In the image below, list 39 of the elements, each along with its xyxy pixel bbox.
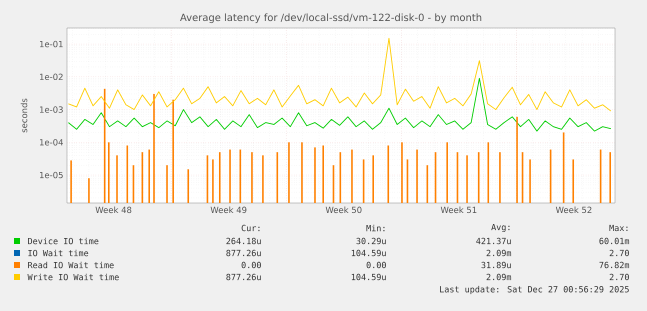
line-series (68, 38, 612, 112)
text: Last update: Sat Dec 27 00:56:29 2025 (440, 286, 629, 294)
text: 31.89u (481, 262, 511, 268)
y-tick-label: 1e-05 (40, 172, 63, 178)
text: Max: (609, 224, 628, 232)
text: 76.82m (599, 262, 630, 268)
y-tick-label: 1e-03 (40, 106, 63, 113)
chart-title: Average latency for /dev/local-ssd/vm-122-disk-0 - by month (180, 13, 482, 24)
x-tick-label: Week 49 (210, 206, 246, 214)
text: 2.70 (610, 274, 629, 280)
y-tick-label: 1e-04 (40, 139, 63, 146)
x-tick-label: Week 48 (96, 206, 132, 214)
text: 2.70 (610, 250, 629, 256)
text: 2.09m (486, 274, 512, 280)
legend-label: IO Wait time (28, 250, 88, 256)
text: Min: (366, 224, 384, 232)
legend-label: Write IO Wait time (28, 274, 119, 280)
x-tick-label: Week 52 (556, 206, 592, 214)
text: 2.09m (486, 250, 512, 256)
legend-label: Read IO Wait time (28, 262, 114, 268)
text: 421.37u (476, 238, 511, 244)
text: 60.01m (599, 238, 630, 244)
text: 104.59u (352, 250, 386, 256)
text: Avg: (491, 224, 510, 232)
x-tick-label: Week 51 (440, 206, 476, 214)
y-axis-title: seconds (20, 98, 28, 132)
text: 877.26u (226, 274, 261, 280)
line-series (68, 78, 612, 132)
y-tick-label: 1e-02 (40, 74, 63, 80)
text: Cur: (242, 224, 260, 232)
text: 30.29u (356, 238, 386, 244)
y-tick-label: 1e-01 (40, 40, 63, 48)
text: 264.18u (226, 238, 261, 244)
text: 0.00 (242, 262, 261, 268)
text: 104.59u (352, 274, 386, 280)
legend-label: Device IO time (28, 238, 98, 244)
x-tick-label: Week 50 (326, 206, 362, 214)
text: 877.26u (226, 250, 261, 256)
text: 0.00 (366, 262, 386, 268)
